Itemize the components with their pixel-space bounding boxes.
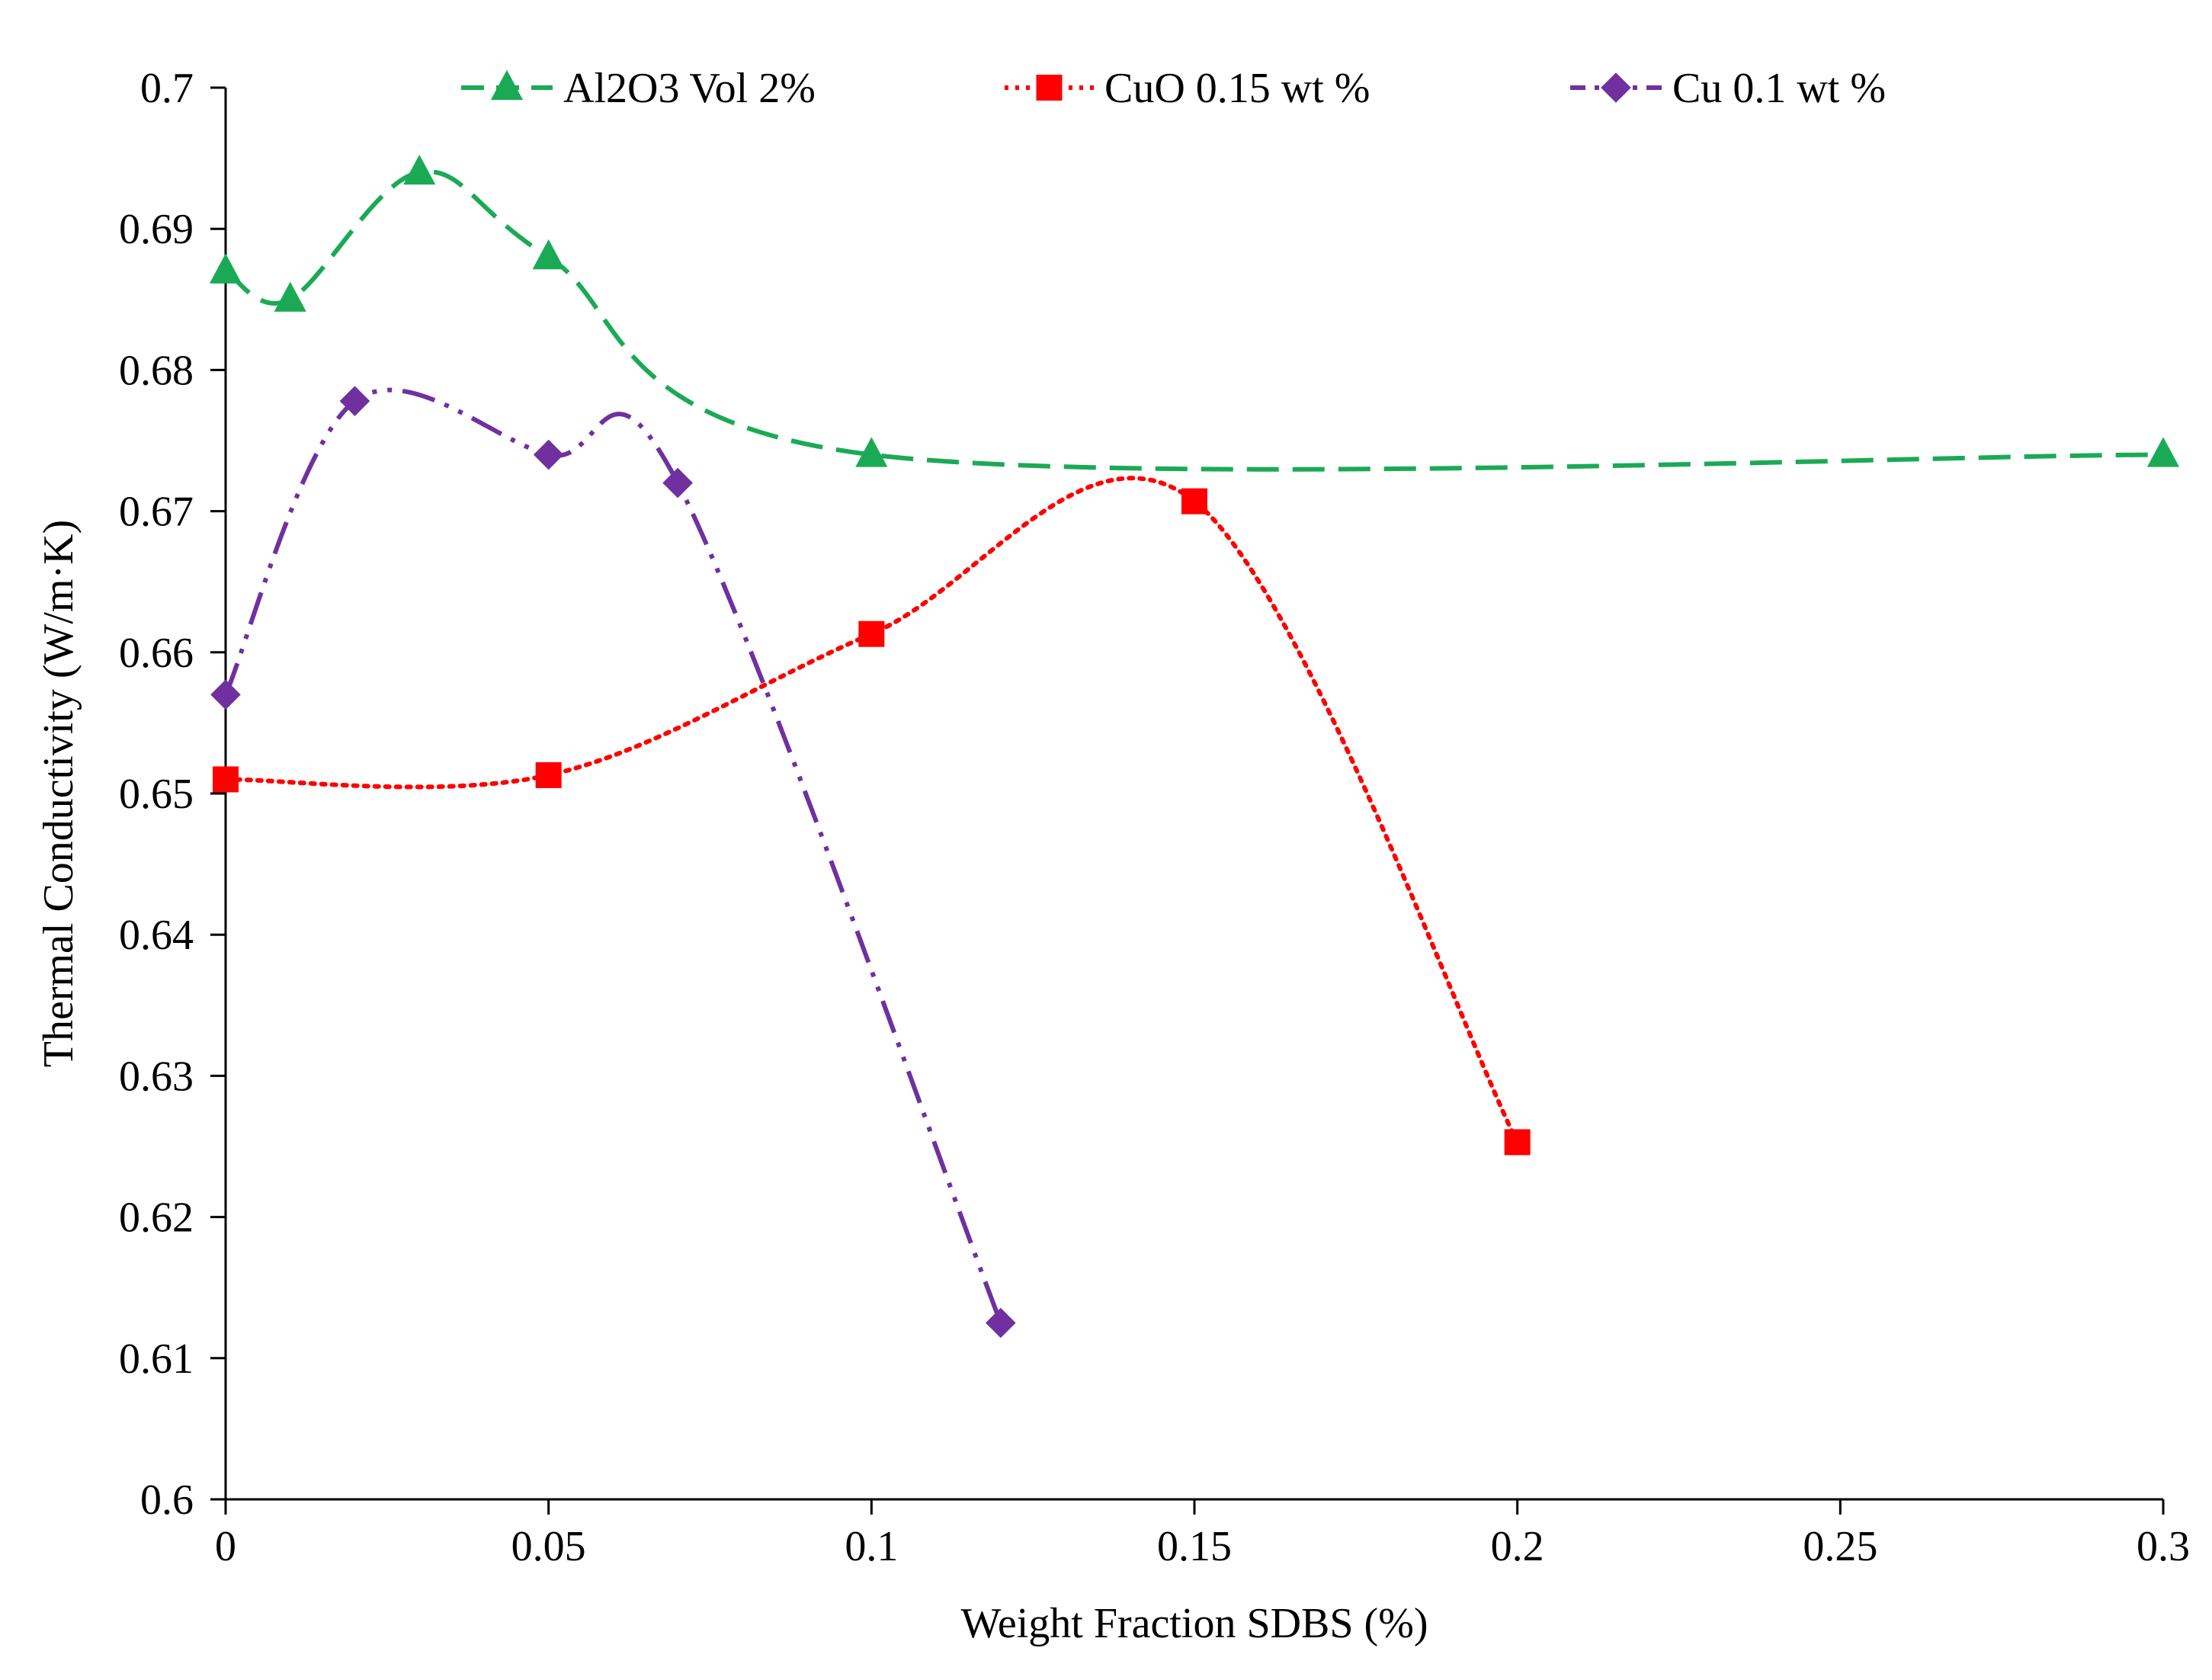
x-axis-title: Weight Fraction SDBS (%) [961, 1600, 1428, 1647]
legend-label: Cu 0.1 wt % [1672, 65, 1886, 112]
y-tick-label: 0.66 [119, 630, 194, 677]
data-point-square [1181, 488, 1207, 515]
data-point-square [535, 761, 562, 788]
data-point-diamond [986, 1307, 1016, 1339]
x-tick-label: 0.15 [1157, 1523, 1232, 1570]
x-tick-label: 0.1 [845, 1523, 898, 1570]
data-point-square [1504, 1129, 1531, 1156]
data-point-triangle [209, 253, 242, 284]
x-tick-label: 0.25 [1803, 1523, 1877, 1570]
data-point-triangle [2146, 437, 2180, 467]
y-tick-label: 0.7 [140, 65, 194, 112]
data-point-triangle [532, 239, 565, 270]
y-tick-label: 0.6 [140, 1476, 194, 1524]
y-tick-label: 0.61 [119, 1335, 194, 1383]
legend-label: CuO 0.15 wt % [1104, 65, 1370, 112]
y-axis-title: Thermal Conductivity (W/m·K) [35, 520, 82, 1067]
x-tick-label: 0 [215, 1523, 236, 1570]
x-tick-label: 0.05 [511, 1523, 586, 1570]
y-tick-label: 0.64 [119, 912, 194, 959]
legend-marker-square [1036, 75, 1063, 101]
y-tick-label: 0.65 [119, 771, 194, 818]
series-line-diamond [223, 387, 1003, 1324]
x-tick-label: 0.2 [1491, 1523, 1544, 1570]
legend-marker-diamond [1601, 72, 1631, 103]
series-lines [223, 169, 2164, 1324]
legend-item-diamond: Cu 0.1 wt % [1570, 65, 1886, 112]
data-point-diamond [662, 467, 693, 499]
legend-marker-triangle [490, 69, 524, 101]
axes: 0.6 0.61 0.62 0.63 0.64 0.65 0.66 0.67 0.68 0.69 0… [119, 65, 2190, 1570]
series-line-square [223, 476, 1520, 1145]
series-line-triangle [224, 169, 2164, 472]
legend-label: Al2O3 Vol 2% [563, 65, 816, 112]
data-point-triangle [403, 154, 436, 185]
data-point-square [213, 766, 239, 793]
legend-item-triangle: Al2O3 Vol 2% [461, 65, 816, 112]
data-point-triangle [274, 281, 306, 312]
y-tick-label: 0.68 [119, 347, 194, 394]
data-point-diamond [210, 679, 241, 710]
y-tick-label: 0.63 [119, 1053, 194, 1100]
data-point-square [858, 620, 885, 647]
y-tick-label: 0.62 [119, 1194, 194, 1242]
y-tick-label: 0.67 [119, 489, 194, 536]
data-point-diamond [339, 386, 370, 416]
legend-item-square: CuO 0.15 wt % [1005, 65, 1370, 112]
x-tick-label: 0.3 [2137, 1523, 2190, 1570]
data-point-diamond [533, 439, 564, 470]
legend: Al2O3 Vol 2% CuO 0.15 wt % Cu 0.1 wt % [461, 65, 1886, 112]
y-tick-label: 0.69 [119, 206, 194, 253]
series-markers [209, 154, 2180, 1339]
data-point-triangle [855, 437, 888, 467]
